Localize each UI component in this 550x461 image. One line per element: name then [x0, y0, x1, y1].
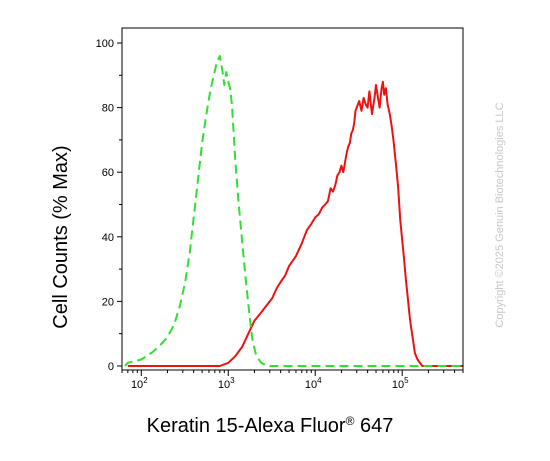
x-tick-label: 102 [131, 376, 148, 391]
x-axis-title-suffix: 647 [354, 415, 393, 437]
x-tick-exponent: 3 [230, 376, 235, 385]
x-axis-title-main: Keratin 15-Alexa Fluor [147, 415, 346, 437]
y-tick-label: 80 [102, 103, 114, 115]
x-tick-exponent: 5 [404, 376, 409, 385]
y-axis: 0 20 40 60 80 100 [96, 38, 122, 373]
x-tick-label: 103 [218, 376, 235, 391]
x-tick-exponent: 4 [317, 376, 322, 385]
copyright-watermark: Copyright ©2025 Genuin Biotechnologies L… [494, 102, 506, 327]
x-axis: 102 103 104 105 [121, 370, 464, 391]
x-tick-base: 10 [305, 379, 317, 391]
y-tick-label: 40 [102, 232, 114, 244]
y-tick-label: 20 [102, 296, 114, 308]
plot-series [124, 54, 463, 367]
x-tick-base: 10 [131, 379, 143, 391]
x-tick-base: 10 [218, 379, 230, 391]
series-line-1 [127, 80, 463, 367]
series-line-2 [124, 54, 463, 367]
x-tick-label: 105 [392, 376, 409, 391]
x-tick-label: 104 [305, 376, 322, 391]
y-axis-title: Cell Counts (% Max) [50, 145, 72, 328]
x-axis-title-registered: ® [346, 414, 355, 428]
y-tick-label: 100 [96, 38, 114, 50]
x-axis-title: Keratin 15-Alexa Fluor® 647 [147, 414, 394, 437]
y-tick-label: 0 [108, 361, 114, 373]
plot-frame [121, 27, 464, 371]
x-tick-base: 10 [392, 379, 404, 391]
y-tick-label: 60 [102, 167, 114, 179]
x-tick-exponent: 2 [143, 376, 148, 385]
